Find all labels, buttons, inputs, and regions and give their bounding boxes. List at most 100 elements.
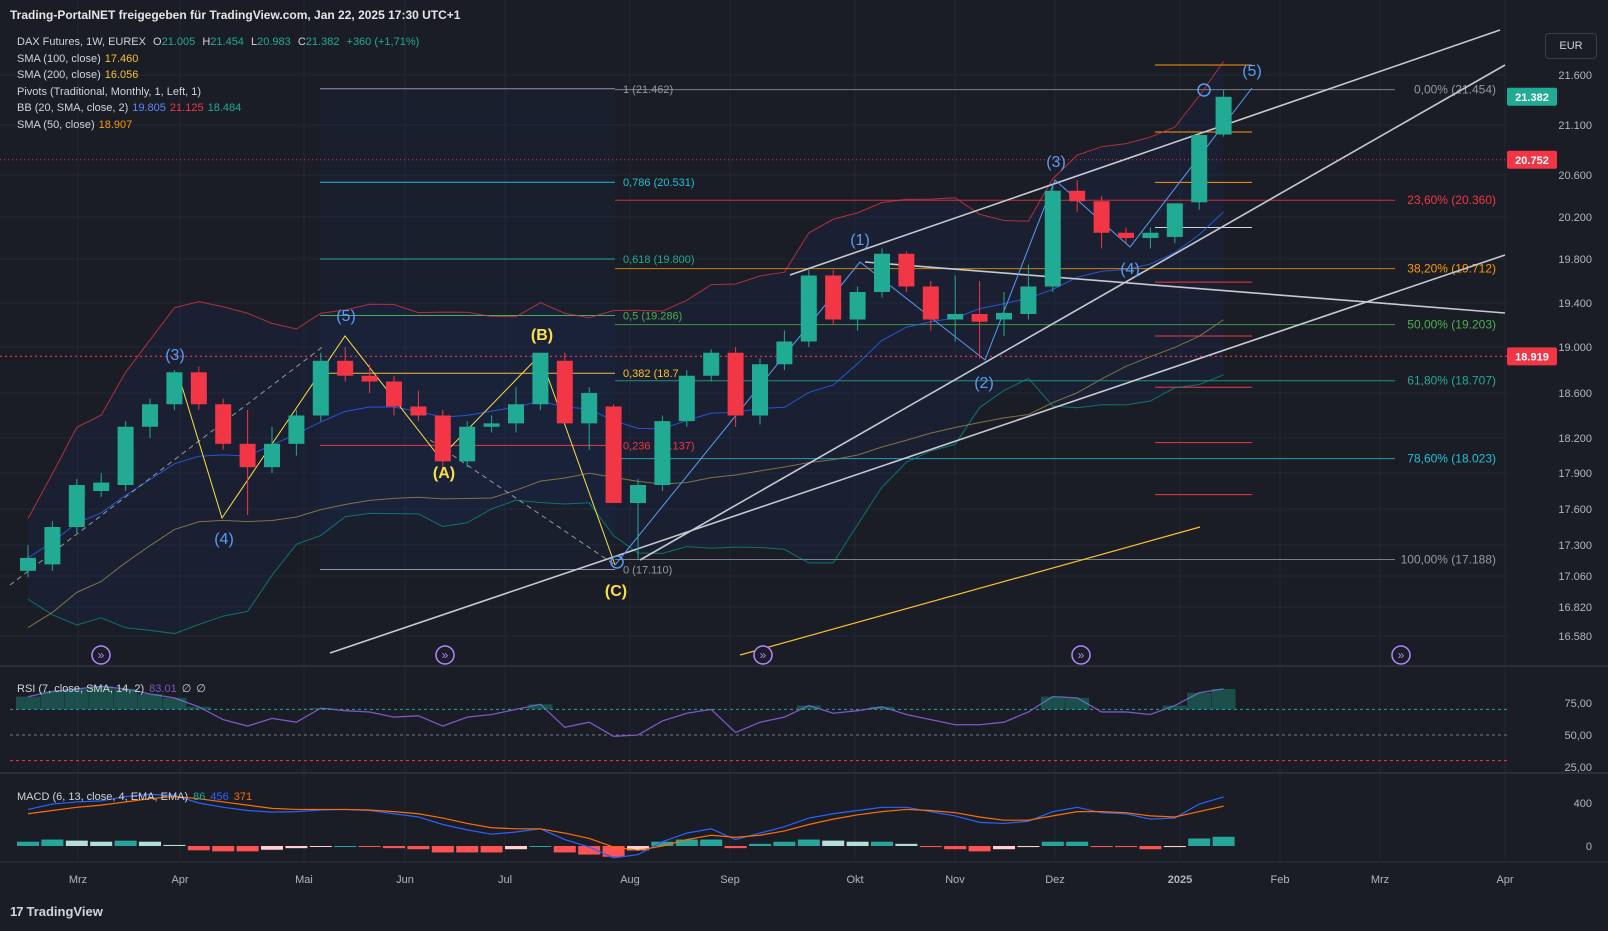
macd-legend[interactable]: MACD (6, 13, close, 4, EMA, EMA) 86 456 371 [17, 791, 257, 803]
macd-histogram-bar [1090, 846, 1113, 848]
event-marker-glyph: » [1078, 648, 1085, 662]
price-tick-label: 19.800 [1558, 254, 1592, 266]
candle-body [556, 360, 573, 424]
macd-histogram-bar [993, 846, 1015, 850]
tradingview-brand[interactable]: 17 TradingView [10, 904, 103, 919]
sma200-value: 16.056 [104, 69, 139, 81]
close-label: C [297, 36, 306, 48]
rsi-overbought-fill [40, 691, 65, 710]
rsi-overbought-fill [1065, 697, 1090, 710]
sma50-legend[interactable]: SMA (50, close) 18.907 [17, 117, 423, 134]
candle-body [434, 415, 451, 462]
macd-histogram-bar [773, 841, 796, 846]
candle-body [1118, 232, 1134, 238]
rsi-overbought-fill [1162, 705, 1187, 710]
macd-histogram-bar [309, 846, 332, 847]
sma100-legend[interactable]: SMA (100, close) 17.460 [17, 51, 423, 68]
macd-histogram-bar [212, 846, 235, 852]
macd-histogram-bar [431, 846, 454, 853]
rsi-overbought-fill [1187, 692, 1212, 710]
macd-histogram-bar [1041, 841, 1064, 846]
price-tick-label: 21.100 [1558, 120, 1592, 132]
pivots-legend[interactable]: Pivots (Traditional, Monthly, 1, Left, 1… [17, 84, 423, 101]
elliott-label: (5) [1242, 63, 1262, 80]
candle-body [947, 314, 964, 320]
rsi-pane: 75,00 50,00 25,00 [10, 685, 1592, 774]
ohlc-legend[interactable]: DAX Futures, 1W, EUREX O21.005 H21.454 L… [17, 34, 423, 51]
candle-body [1069, 190, 1086, 202]
rsi-na-2: ∅ [196, 683, 206, 695]
macd-pane: 400 0 [17, 793, 1592, 859]
axes: 21.600 21.100 20.600 20.200 19.800 19.400 19.0… [0, 70, 1608, 886]
candle-body [654, 421, 671, 485]
candle-body [239, 443, 256, 468]
macd-histogram-bar [1163, 846, 1186, 848]
bb-upper-value: 21.125 [169, 102, 204, 114]
price-tick-label: 17.300 [1558, 540, 1592, 552]
event-marker-icon [435, 645, 455, 665]
time-tick-label: Mrz [1371, 874, 1389, 886]
macd-histogram-bar [480, 846, 503, 853]
event-marker-glyph: » [98, 648, 105, 662]
macd-signal-line [27, 795, 1224, 851]
rsi-line [27, 685, 1224, 737]
rsi-overbought-fill [113, 688, 138, 710]
bb-lower-value: 18.484 [207, 102, 242, 114]
price-tick-label: 17.060 [1558, 571, 1592, 583]
macd-hist-value: 86 [193, 791, 206, 803]
fib-left-label: 0,618 (19.800) [623, 254, 695, 266]
candle-body [1191, 135, 1208, 203]
candle-body [1093, 201, 1110, 233]
candle-body [1215, 96, 1232, 135]
currency-button[interactable]: EUR [1545, 33, 1597, 59]
macd-histogram-bar [236, 846, 259, 852]
fib-right-label: 0,00% (21.454) [1414, 83, 1496, 97]
rsi-overbought-fill [1211, 688, 1236, 710]
candle-body [117, 426, 134, 485]
sma50-value: 18.907 [98, 118, 133, 131]
close-value: 21.382 [305, 36, 340, 48]
candle-body [1166, 203, 1183, 237]
wave-end-circle [610, 555, 624, 569]
macd-histogram-bar [1139, 846, 1162, 850]
price-label-bg [1507, 347, 1557, 366]
rsi-overbought-fill [89, 686, 114, 710]
fib-left-zone [320, 88, 615, 570]
price-tick-label: 18.200 [1558, 433, 1592, 445]
rsi-legend[interactable]: RSI (7, close, SMA, 14, 2) 83.01 ∅ ∅ [17, 682, 211, 695]
elliott-label: (3) [165, 347, 185, 364]
price-tick-label: 21.600 [1558, 70, 1592, 82]
time-tick-label: Apr [1496, 874, 1513, 886]
open-value: 21.005 [161, 36, 196, 48]
candle-body [142, 404, 158, 427]
candle-body [20, 557, 36, 571]
fib-right-label: 61,80% (18.707) [1407, 374, 1496, 388]
candle-body [68, 485, 85, 527]
bb-basis-value: 19.805 [132, 102, 166, 114]
sma200-legend[interactable]: SMA (200, close) 16.056 [17, 67, 423, 84]
macd-histogram-bar [334, 846, 357, 847]
macd-histogram-bar [1017, 846, 1040, 848]
elliott-label: (4) [1120, 261, 1140, 278]
fib-right-label: 100,00% (17.188) [1401, 552, 1496, 566]
bb-legend[interactable]: BB (20, SMA, close, 2) 19.805 21.125 18.484 [17, 100, 423, 117]
macd-histogram-bar [1066, 841, 1089, 846]
candle-body [483, 423, 500, 427]
macd-histogram-bar [797, 839, 820, 846]
tradingview-logo-icon: 17 [10, 904, 24, 919]
candle-body [678, 375, 695, 422]
wave-end-circle [1197, 83, 1211, 97]
macd-histogram-bar [285, 846, 308, 849]
event-marker-glyph: » [1398, 648, 1405, 662]
elliott-label: (5) [336, 308, 356, 325]
price-candles [20, 89, 1232, 578]
macd-histogram-bar [17, 841, 39, 846]
macd-histogram-bar [968, 846, 991, 852]
bb-upper-line [27, 61, 1225, 519]
candle-body [1020, 286, 1037, 314]
fibonacci-retracements: 1 (21.462)0,786 (20.531)0,618 (19.800)0,… [320, 83, 1496, 577]
low-value: 20.983 [257, 36, 291, 48]
candle-body [386, 381, 402, 407]
rsi-value: 83.01 [149, 683, 177, 695]
